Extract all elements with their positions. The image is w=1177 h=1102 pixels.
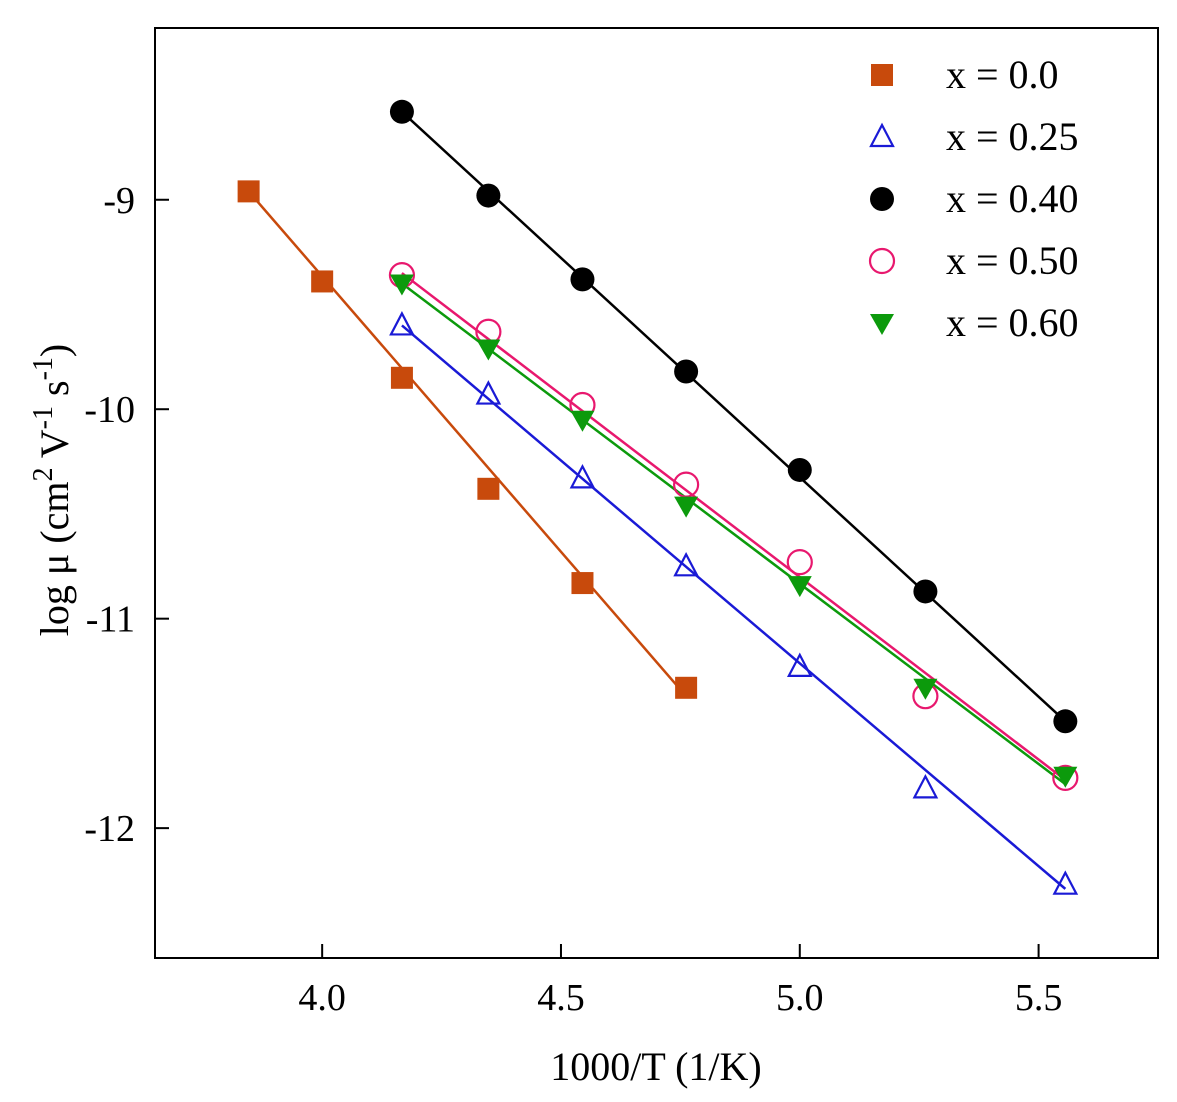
x-tick-label-0: 4.0 [298,977,346,1019]
data-point-series-4-4 [787,576,812,598]
data-point-series-1-3 [673,551,699,577]
legend-marker-series-2 [870,187,894,211]
data-point-series-2-6 [1053,709,1078,734]
data-point-series-4-6 [1053,766,1078,788]
data-point-series-4-5 [913,678,938,700]
legend-label-series-3: x = 0.50 [946,238,1079,283]
y-axis-title-sup2: -1 [28,406,59,429]
x-tick-label-1: 4.5 [537,977,585,1019]
data-point-series-2-1 [476,183,501,208]
plot-frame [154,27,1159,959]
data-point-series-1-0 [389,311,415,336]
x-tick-label-3: 5.5 [1015,977,1063,1019]
y-tick-label-1: -10 [84,389,135,431]
data-point-series-0-2 [390,366,413,389]
legend-marker-series-3 [868,247,896,275]
legend-label-series-0: x = 0.0 [946,52,1059,97]
x-axis-title: 1000/T (1/K) [550,1044,761,1089]
fit-lines [247,110,1067,890]
data-point-series-1-4 [786,652,813,677]
legend-label-series-2: x = 0.40 [946,176,1079,221]
fit-line-series-4 [401,282,1067,786]
y-axis-title-sup1: 2 [28,467,59,481]
data-point-series-1-5 [912,773,939,799]
y-axis-title: log μ (cm2 V-1 s-1) [28,344,77,636]
fit-line-series-2 [401,110,1067,723]
y-axis-title-suffix: ) [32,344,77,357]
data-point-series-1-6 [1052,870,1079,895]
data-point-series-2-5 [913,579,938,604]
y-tick-label-0: -9 [103,180,135,222]
data-point-series-4-2 [570,410,595,432]
data-markers [237,99,1079,895]
legend-marker-series-4 [870,314,894,335]
data-point-series-0-0 [237,180,260,203]
data-point-series-2-4 [787,457,812,482]
fit-line-series-0 [247,190,688,697]
data-point-series-3-6 [1052,764,1079,791]
data-point-series-4-1 [476,339,501,361]
data-point-series-0-3 [477,477,500,500]
y-axis-title-sup3: -1 [28,357,59,380]
data-point-series-1-2 [569,463,596,489]
data-point-series-2-0 [389,99,414,124]
data-point-series-3-4 [786,549,813,576]
legend-marker-series-1 [869,122,895,148]
fit-line-series-3 [401,272,1067,781]
data-point-series-4-3 [674,496,699,518]
legend-marker-series-0 [871,64,893,86]
data-point-series-2-3 [674,359,699,384]
legend: x = 0.0 x = 0.25 x = 0.40 x = 0.50 x = 0.60 [868,52,1079,345]
data-point-series-0-1 [311,270,334,293]
data-point-series-0-5 [675,676,698,699]
data-point-series-2-2 [570,267,595,292]
y-tick-label-2: -11 [86,599,135,641]
data-point-series-4-0 [389,274,414,296]
y-tick-label-3: -12 [84,808,135,850]
legend-label-series-4: x = 0.60 [946,300,1079,345]
legend-label-series-1: x = 0.25 [946,114,1079,159]
x-tick-label-2: 5.0 [776,977,824,1019]
x-axis-ticks: 4.0 4.5 5.0 5.5 [298,944,1062,1019]
y-axis-ticks: -9 -10 -11 -12 [84,180,169,850]
y-axis-title-mid1: V [32,429,77,467]
y-axis-title-prefix: log μ (cm [32,481,77,636]
data-point-series-1-1 [475,380,502,405]
data-point-series-0-4 [571,572,594,595]
y-axis-title-mid2: s [32,380,77,406]
fit-line-series-1 [401,324,1067,890]
